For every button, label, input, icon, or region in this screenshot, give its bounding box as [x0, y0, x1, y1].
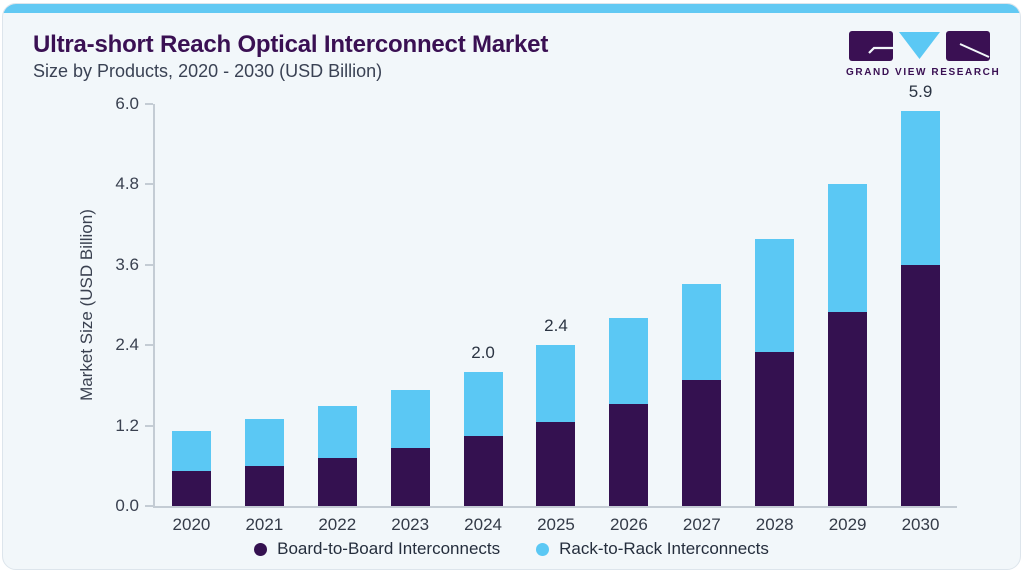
- legend-label-board: Board-to-Board Interconnects: [277, 539, 501, 558]
- bar-segment-board-to-board: [536, 422, 576, 506]
- bar-segment-board-to-board: [828, 311, 868, 506]
- legend-dot-rack-icon: [536, 542, 550, 556]
- report-card: Ultra-short Reach Optical Interconnect M…: [2, 3, 1021, 570]
- plot-area: 2020 2021 2022 2023 2.0 2024 2.4 2025 2026 2027 20…: [153, 82, 957, 534]
- logo-r-block: [946, 31, 990, 61]
- bar-stack: [463, 372, 503, 506]
- bar-column: 2029: [811, 104, 884, 534]
- bar-column: 2022: [301, 104, 374, 534]
- bar-stack: [317, 405, 357, 506]
- y-tick-label: 0.0: [115, 496, 139, 515]
- bar-column: 2023: [374, 104, 447, 534]
- bar-stack: [609, 318, 649, 506]
- bar-total-label: 2.4: [544, 316, 568, 336]
- logo-v-triangle: [899, 32, 940, 59]
- bar-segment-board-to-board: [609, 404, 649, 506]
- y-tick-mark: [145, 424, 153, 427]
- bar-segment-rack-to-rack: [901, 110, 941, 265]
- bar-column: 2.4 2025: [520, 104, 593, 534]
- bar-stack: [828, 184, 868, 506]
- x-axis-label: 2024: [464, 515, 502, 534]
- x-axis-label: 2021: [245, 515, 284, 534]
- bar-column: 5.9 2030: [884, 82, 957, 534]
- bar-segment-rack-to-rack: [317, 405, 357, 458]
- bar-stack: [171, 430, 211, 506]
- bar-column: 2021: [228, 104, 301, 534]
- bar-total-label: 2.0: [471, 343, 495, 362]
- bar-segment-board-to-board: [755, 351, 795, 506]
- bar-column: 2026: [592, 104, 665, 534]
- bar-column: 2028: [738, 104, 811, 534]
- page-subtitle: Size by Products, 2020 - 2030 (USD Billi…: [33, 61, 383, 81]
- bar-segment-board-to-board: [317, 457, 357, 506]
- bar-stack: [901, 110, 941, 506]
- chart-legend: Board-to-Board Interconnects Rack-to-Rac…: [3, 539, 1020, 559]
- bar-stack: [682, 283, 722, 506]
- gvr-logo-mark: [849, 31, 990, 61]
- bar-segment-board-to-board: [244, 465, 284, 506]
- bar-total-label: 5.9: [908, 81, 933, 101]
- bar-stack: [755, 239, 795, 506]
- bar-segment-rack-to-rack: [244, 418, 284, 466]
- logo-g-glyph: [868, 46, 893, 54]
- bar-segment-board-to-board: [901, 264, 941, 506]
- y-axis-title: Market Size (USD Billion): [77, 209, 96, 401]
- bar-segment-board-to-board: [390, 448, 430, 506]
- brand-logo-text: GRAND VIEW RESEARCH: [846, 67, 1001, 78]
- y-tick-mark: [145, 103, 153, 105]
- bar-segment-rack-to-rack: [171, 430, 211, 472]
- bar-segment-board-to-board: [463, 435, 503, 506]
- y-tick-mark: [145, 263, 153, 266]
- bar-segment-board-to-board: [171, 471, 211, 506]
- bar-column: 2.0 2024: [447, 104, 520, 534]
- y-tick-mark: [145, 505, 153, 507]
- y-tick-label: 3.6: [115, 254, 139, 274]
- bar-segment-rack-to-rack: [609, 318, 649, 405]
- x-axis-label: 2028: [755, 515, 794, 534]
- x-axis-label: 2026: [609, 515, 648, 534]
- x-axis-label: 2022: [318, 515, 357, 534]
- bar-segment-rack-to-rack: [828, 184, 868, 312]
- x-axis-label: 2023: [391, 515, 430, 534]
- bar-stack: [244, 418, 284, 506]
- bar-column: 2027: [665, 104, 738, 534]
- bar-stack: [390, 390, 430, 506]
- legend-item-rack: Rack-to-Rack Interconnects: [536, 539, 769, 559]
- top-accent-bar: [3, 4, 1020, 13]
- bar-segment-rack-to-rack: [536, 345, 576, 423]
- y-tick-mark: [145, 183, 153, 186]
- x-axis-label: 2025: [537, 515, 575, 534]
- y-tick-label: 1.2: [115, 415, 139, 435]
- bar-column: 2020: [155, 104, 228, 534]
- y-tick-label: 4.8: [115, 174, 139, 194]
- x-axis-label: 2020: [172, 515, 211, 534]
- y-tick-label: 6.0: [115, 94, 139, 113]
- bar-segment-rack-to-rack: [463, 372, 503, 436]
- x-axis-label: 2030: [901, 515, 940, 534]
- page-title: Ultra-short Reach Optical Interconnect M…: [33, 31, 549, 58]
- x-axis-label: 2027: [682, 515, 721, 534]
- legend-dot-board-icon: [254, 542, 268, 556]
- bar-segment-rack-to-rack: [682, 283, 722, 381]
- bar-stack: [536, 345, 576, 506]
- bar-segment-rack-to-rack: [390, 390, 430, 449]
- x-axis-label: 2029: [828, 515, 867, 534]
- legend-label-rack: Rack-to-Rack Interconnects: [559, 539, 769, 558]
- brand-logo: GRAND VIEW RESEARCH: [846, 31, 1001, 78]
- logo-r-glyph: [959, 43, 990, 58]
- legend-item-board: Board-to-Board Interconnects: [254, 539, 500, 559]
- bar-segment-board-to-board: [682, 380, 722, 506]
- y-tick-mark: [145, 344, 153, 347]
- y-tick-label: 2.4: [115, 335, 139, 355]
- logo-g-block: [849, 31, 893, 61]
- bar-segment-rack-to-rack: [755, 239, 795, 352]
